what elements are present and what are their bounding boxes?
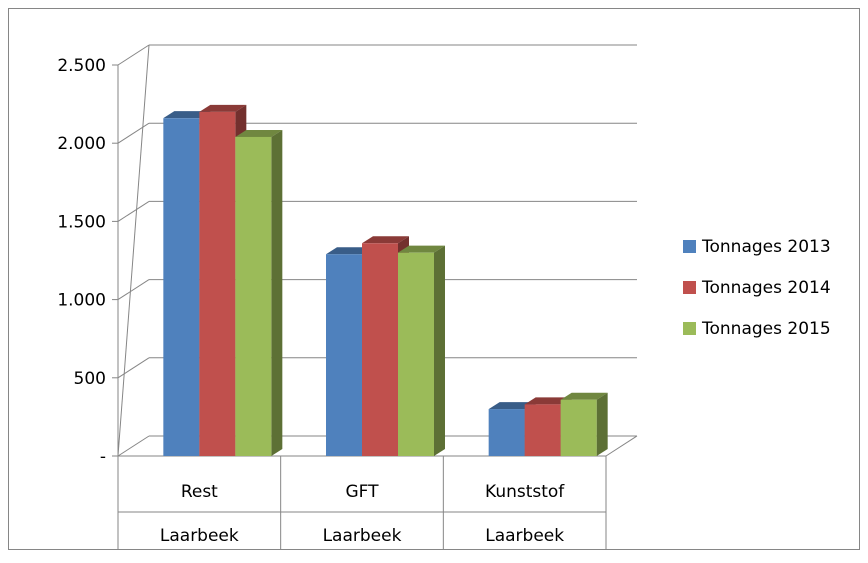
y-tick-label: 2.000 [57,134,106,154]
legend-entry: Tonnages 2015 [701,319,831,339]
x-tick-label: GFT [345,482,379,502]
bar [488,409,525,456]
gridline-diagonal [117,44,150,66]
bar [326,254,362,456]
y-tick-label: 1.500 [57,212,106,232]
bar-side-face [271,129,283,456]
bar [560,399,597,456]
gridline-diagonal [117,357,150,379]
gridline-diagonal [117,200,150,222]
bar [362,243,398,456]
x-tick-label: Rest [181,482,218,502]
bar-top-face [326,247,373,255]
bar-top-face [362,236,409,244]
y-tick-label: 2.500 [57,56,106,76]
bar [398,252,434,456]
gridline-diagonal [117,435,150,457]
legend: Tonnages 2013 Tonnages 2014 Tonnages 2015 [683,237,831,339]
bar-top-face [560,392,608,400]
bars [163,104,608,457]
y-axis-tick-labels: - 500 1.000 1.500 2.000 2.500 [57,56,106,467]
y-tick-label: 500 [74,369,106,389]
bar-top-face [524,397,572,405]
legend-swatch [683,322,696,335]
bar-top-face [398,245,445,253]
gridline-diagonal [117,122,150,144]
bar-side-face [434,245,445,456]
bar-top-face [235,129,283,137]
y-tick-label: 1.000 [57,291,106,311]
floor-right-edge [605,435,638,457]
x-group-label: Laarbeek [485,526,564,546]
bar [524,404,561,456]
legend-swatch [683,281,696,294]
side-wall-edge [117,44,150,457]
x-group-label: Laarbeek [160,526,239,546]
x-group-label: Laarbeek [323,526,402,546]
bar-side-face [596,392,608,456]
bar [199,111,236,457]
bar [235,136,272,456]
bar-top-face [199,104,247,112]
legend-swatch [683,240,696,253]
x-tick-label: Kunststof [485,482,565,502]
legend-entry: Tonnages 2014 [701,278,831,298]
legend-entry: Tonnages 2013 [701,237,831,257]
bar [163,118,200,457]
gridline-diagonal [117,279,150,301]
bar-top-face [488,402,536,410]
x-axis: Rest Laarbeek GFT Laarbeek Kunststof Laarbeek [117,456,607,549]
y-tick-label: - [100,447,106,467]
bar-top-face [163,111,211,119]
